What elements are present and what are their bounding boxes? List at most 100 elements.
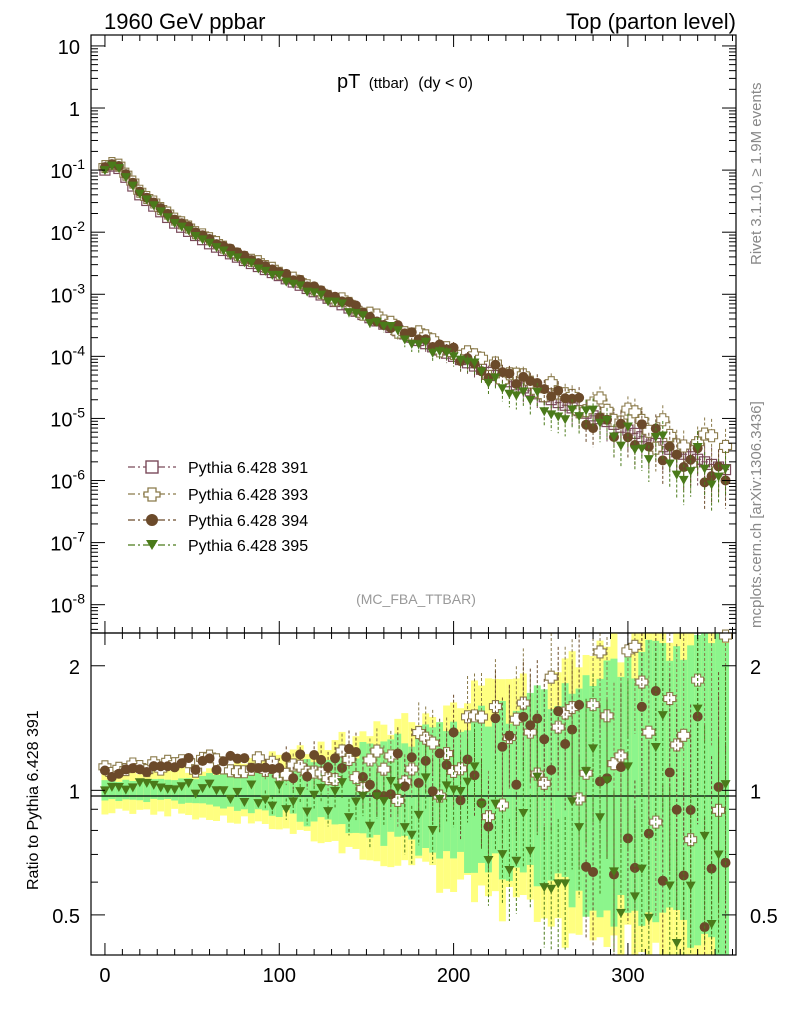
ratio-point-filled-triangle-down (546, 884, 557, 894)
main-point-filled-triangle-down (232, 253, 243, 263)
ratio-band-green (652, 640, 660, 923)
ratio-band-green (505, 723, 513, 881)
ratio-point-filled-triangle-down (260, 795, 271, 805)
main-point-filled-triangle-down (525, 395, 536, 405)
ratio-point-filled-circle (504, 730, 515, 741)
ratio-y-tick-label: 1 (69, 781, 80, 803)
ratio-point-filled-circle (615, 762, 626, 773)
y-tick-label: 10-2 (50, 218, 85, 245)
main-point-filled-triangle-down (211, 243, 222, 253)
ratio-point-filled-triangle-down (497, 850, 508, 860)
ratio-point-filled-triangle-down (574, 823, 585, 833)
main-point-filled-triangle-down (183, 226, 194, 236)
ratio-point-filled-circle (239, 753, 250, 764)
main-point-filled-triangle-down (699, 464, 710, 474)
ratio-point-filled-triangle-down (602, 776, 612, 786)
ratio-point-filled-circle (685, 805, 696, 816)
main-point-filled-triangle-down (337, 299, 348, 309)
main-point-filled-circle (553, 385, 564, 396)
main-point-filled-triangle-down (148, 201, 159, 211)
ratio-band-green (338, 753, 346, 825)
x-tick-label: 0 (99, 965, 110, 987)
main-point-filled-triangle-down (406, 339, 417, 349)
ratio-point-filled-circle (148, 761, 159, 772)
main-point-filled-triangle-down (657, 431, 668, 441)
main-point-filled-triangle-down (588, 405, 599, 415)
main-point-filled-triangle-down (671, 470, 682, 480)
ratio-point-filled-triangle-down (608, 867, 619, 877)
ratio-point-filled-circle (448, 727, 459, 738)
ratio-point-filled-triangle-down (309, 790, 320, 800)
ratio-point-filled-triangle-down (413, 810, 424, 820)
ratio-point-filled-triangle-down (371, 792, 382, 802)
main-point-filled-triangle-down (267, 270, 278, 280)
plot-title-sub1: (ttbar) (369, 75, 409, 92)
main-point-filled-triangle-down (448, 352, 459, 362)
ratio-y-ticks: 0.5 0.5 1 1 2 2 (52, 657, 778, 956)
main-point-filled-triangle-down (490, 373, 501, 383)
ratio-point-filled-triangle-down (455, 786, 466, 796)
ratio-point-filled-triangle-down (615, 908, 626, 918)
main-point-filled-triangle-down (302, 287, 313, 297)
ratio-point-filled-triangle-down (316, 783, 327, 793)
main-point-filled-triangle-down (622, 422, 633, 432)
main-point-filled-triangle-down (169, 218, 180, 228)
main-point-filled-triangle-down (615, 441, 626, 451)
ratio-point-filled-circle (490, 713, 501, 724)
main-point-filled-circle (434, 339, 445, 350)
ratio-point-filled-triangle-down (525, 846, 536, 856)
main-point-filled-triangle-down (364, 319, 375, 329)
ratio-y-tick-label-right: 1 (750, 781, 761, 803)
ratio-point-filled-circle (455, 795, 466, 806)
ratio-point-filled-circle (567, 724, 578, 735)
ratio-point-filled-triangle-down (511, 856, 522, 866)
main-point-filled-triangle-down (581, 406, 592, 416)
ratio-point-open-cross (649, 815, 663, 829)
ratio-point-filled-triangle-down (211, 786, 222, 796)
main-point-filled-circle (664, 441, 675, 452)
main-point-filled-circle (448, 342, 459, 353)
main-point-open-cross (677, 439, 691, 453)
ratio-point-filled-circle (183, 752, 194, 763)
y-tick-label: 1 (69, 99, 80, 121)
ratio-point-filled-circle (385, 789, 396, 800)
ratio-point-filled-triangle-down (134, 778, 145, 788)
main-point-filled-triangle-down (476, 367, 487, 377)
main-point-filled-triangle-down (274, 270, 285, 280)
ratio-point-open-cross (544, 670, 558, 684)
main-point-filled-triangle-down (511, 391, 522, 401)
main-point-filled-circle (588, 423, 599, 434)
ratio-point-filled-triangle-down (106, 782, 117, 792)
ratio-point-filled-circle (671, 804, 682, 815)
ratio-point-open-cross (474, 710, 489, 724)
main-point-filled-triangle-down (253, 264, 264, 274)
ratio-point-filled-triangle-down (462, 777, 473, 787)
main-point-filled-triangle-down (462, 357, 473, 367)
main-point-open-cross (705, 429, 719, 443)
header-right: Top (parton level) (566, 9, 736, 34)
main-point-filled-triangle-down (539, 407, 550, 417)
ratio-point-filled-triangle-down (720, 780, 731, 790)
y-tick-label-base: 10 (50, 409, 72, 431)
main-point-filled-triangle-down (567, 405, 578, 415)
ratio-panel-frame (90, 632, 737, 956)
y-tick-label-exp: -3 (73, 280, 86, 296)
main-point-filled-triangle-down (141, 195, 152, 205)
ratio-point-filled-triangle-down (239, 797, 250, 807)
rivet-label: Rivet 3.1.10, ≥ 1.9M events (748, 83, 765, 266)
main-point-filled-circle (706, 471, 717, 482)
ratio-point-filled-triangle-down (350, 797, 361, 807)
ratio-band-green (491, 716, 499, 854)
mcplots-label: mcplots.cern.ch [arXiv:1306.3436] (748, 401, 765, 628)
y-tick-label: 10-4 (50, 342, 85, 369)
main-x-ticks (104, 35, 734, 633)
main-point-filled-circle (511, 378, 522, 389)
ratio-point-filled-circle (539, 734, 550, 745)
main-point-filled-triangle-down (350, 308, 361, 318)
main-point-filled-triangle-down (720, 464, 731, 474)
ratio-point-filled-circle (330, 753, 341, 764)
y-tick-label: 10-8 (50, 591, 85, 618)
main-point-filled-triangle-down (316, 290, 327, 300)
ratio-point-filled-circle (309, 749, 320, 760)
